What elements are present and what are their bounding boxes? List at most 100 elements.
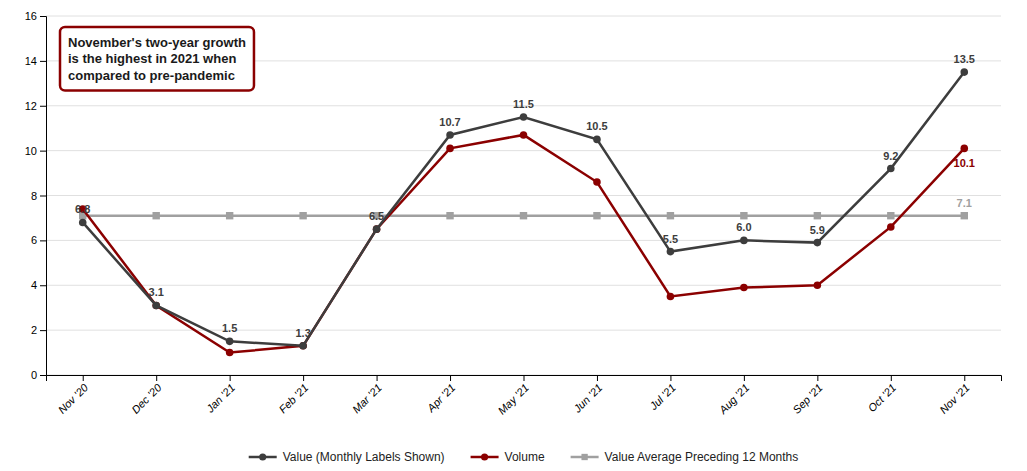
x-tick-label: Feb '21 (276, 381, 310, 415)
x-tick-label: Apr '21 (424, 381, 458, 415)
data-label: 9.2 (883, 150, 898, 162)
series-point (152, 302, 160, 310)
series-point (667, 212, 674, 219)
x-tick: Dec '20 (129, 375, 164, 416)
series-point (593, 212, 600, 219)
series-point (740, 237, 748, 245)
x-tick: Sep '21 (790, 375, 825, 416)
y-tick: 0 (31, 369, 46, 381)
y-tick: 14 (25, 55, 46, 67)
x-tick: Jul '21 (646, 375, 677, 413)
series-line (83, 135, 965, 353)
x-tick-label: Nov '20 (56, 381, 91, 416)
series-point (960, 145, 968, 153)
series-point (814, 212, 821, 219)
data-label: 1.3 (295, 327, 310, 339)
series-point (887, 212, 894, 219)
y-tick-mark (40, 375, 46, 376)
series-line (83, 72, 965, 346)
y-tick: 8 (31, 190, 46, 202)
series-point (593, 136, 601, 144)
series (79, 212, 968, 219)
series-point (446, 131, 454, 139)
x-tick-label: Oct '21 (865, 381, 898, 414)
x-tick: Aug '21 (716, 375, 751, 417)
series-point (299, 342, 307, 350)
legend-item: Volume (471, 450, 545, 464)
x-tick-mark (450, 375, 451, 381)
legend-marker (581, 454, 587, 460)
annotation-line: compared to pre-pandemic (68, 68, 235, 83)
grid-line (46, 240, 1001, 241)
data-label: 6.0 (736, 221, 751, 233)
x-tick-label: May '21 (496, 381, 531, 416)
x-tick-label: Jul '21 (646, 381, 677, 412)
series-point (593, 178, 601, 186)
x-axis-line (47, 376, 1002, 382)
series-point (814, 281, 822, 289)
x-tick-mark (597, 375, 598, 381)
x-tick-mark (303, 375, 304, 381)
y-tick: 10 (25, 145, 46, 157)
chart: 0246810121416Nov '20Dec '20Jan '21Feb '2… (0, 0, 1027, 471)
series-point (740, 284, 748, 292)
series-point (299, 342, 307, 350)
series-point (740, 212, 747, 219)
y-axis-line (40, 17, 47, 376)
y-tick-label: 14 (25, 55, 37, 67)
legend: Value (Monthly Labels Shown) Volume Value … (249, 450, 799, 464)
data-label: 3.1 (149, 286, 164, 298)
series-point (152, 212, 159, 219)
x-tick-mark (230, 375, 231, 381)
data-label: 6.8 (75, 203, 90, 215)
series (79, 131, 968, 356)
data-label: 1.5 (222, 322, 237, 334)
annotation-text: November's two-year growthis the highest… (68, 35, 246, 83)
x-tick-mark (891, 375, 892, 381)
grid (46, 16, 1001, 375)
series-point (79, 219, 87, 227)
x-tick-mark (156, 375, 157, 381)
x-tick: Mar '21 (350, 375, 384, 415)
x-tick: Jan '21 (203, 375, 237, 415)
series-point (373, 225, 381, 233)
y-tick: 4 (31, 279, 46, 291)
grid-line (46, 285, 1001, 286)
x-tick-mark (744, 375, 745, 381)
series-point (226, 349, 234, 357)
x-tick: Nov '20 (56, 375, 91, 416)
x-tick-mark (83, 375, 84, 381)
y-tick-mark (40, 240, 46, 241)
x-tick: Nov '21 (937, 375, 972, 416)
y-tick-mark (40, 285, 46, 286)
data-label: 7.1 (957, 197, 972, 209)
grid-line (46, 16, 1001, 17)
x-axis: Nov '20 Dec '20 Jan '21 Feb '21 Mar '21 Apr '… (47, 375, 1002, 417)
data-label: 6.5 (369, 210, 384, 222)
marks (79, 68, 968, 356)
data-label: 11.5 (513, 98, 534, 110)
y-tick: 6 (31, 234, 46, 246)
series-point (667, 293, 675, 301)
x-tick-mark (817, 375, 818, 381)
annotation: November's two-year growthis the highest… (60, 27, 254, 91)
x-tick: Feb '21 (276, 375, 310, 415)
x-tick-label: Jun '21 (570, 381, 604, 415)
x-tick-label: Jan '21 (203, 381, 237, 415)
series-point (152, 302, 160, 310)
x-tick: Oct '21 (865, 375, 898, 414)
data-labels: 6.83.11.51.36.510.711.510.55.56.05.99.21… (75, 53, 975, 339)
x-tick-label: Aug '21 (716, 381, 751, 416)
y-tick-mark (40, 16, 46, 17)
data-label: 5.9 (810, 224, 825, 236)
series (79, 68, 968, 349)
grid-line (46, 195, 1001, 196)
y-axis: 0246810121416 (25, 10, 47, 381)
series-point (446, 212, 453, 219)
y-tick: 2 (31, 324, 46, 336)
legend-label: Value (Monthly Labels Shown) (283, 450, 445, 464)
x-tick-label: Sep '21 (790, 381, 825, 416)
y-tick-label: 4 (31, 279, 37, 291)
series-point (520, 113, 528, 121)
legend-label: Value Average Preceding 12 Months (605, 450, 799, 464)
